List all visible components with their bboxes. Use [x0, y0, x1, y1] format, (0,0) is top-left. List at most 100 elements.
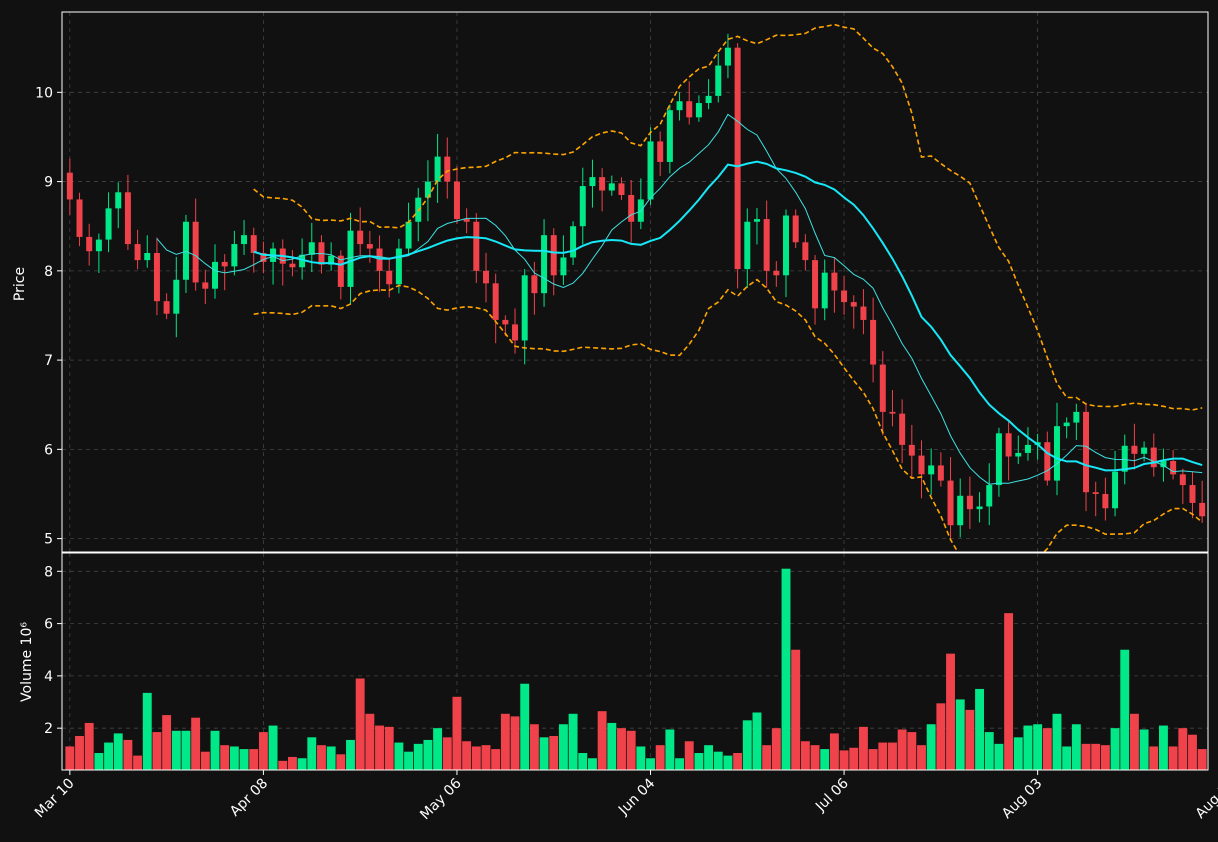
volume-bar	[200, 751, 210, 770]
candle-body	[1112, 471, 1119, 509]
candle-body	[115, 192, 122, 209]
candle-body	[860, 306, 867, 320]
candle-body	[444, 156, 451, 182]
volume-bar	[375, 725, 384, 770]
volume-bar	[1052, 713, 1062, 770]
candle-body	[512, 324, 519, 341]
volume-bar	[1158, 725, 1168, 770]
volume-bar	[558, 724, 568, 770]
volume-bar	[1129, 713, 1139, 770]
candle-body	[618, 183, 625, 195]
candle-body	[1131, 445, 1138, 454]
volume-bar	[394, 742, 404, 770]
candle-body	[802, 242, 809, 261]
candle-body	[95, 239, 102, 252]
volume-bar	[733, 753, 743, 770]
candle-body	[289, 263, 296, 268]
candle-body	[182, 221, 189, 280]
candle-body	[841, 290, 848, 303]
candle-body	[783, 215, 790, 276]
candle-body	[753, 219, 760, 222]
volume-bar	[994, 743, 1004, 770]
volume-bar	[810, 745, 820, 770]
candle-body	[947, 480, 954, 526]
volume-bar	[413, 743, 423, 770]
candle-body	[744, 221, 751, 270]
volume-bar	[452, 696, 462, 770]
candle-body	[405, 221, 412, 249]
candle-body	[715, 65, 722, 96]
ma-short-line	[156, 113, 1203, 485]
candle-body	[1092, 492, 1099, 494]
candle-body	[192, 221, 199, 283]
volume-bar	[75, 736, 84, 770]
volume-bar	[762, 745, 772, 770]
candle-body	[773, 270, 780, 276]
price-panel-frame	[61, 11, 1209, 553]
volume-bar	[297, 758, 307, 770]
candle-body	[792, 215, 799, 243]
candle-body	[153, 252, 160, 302]
volume-bar	[442, 737, 452, 770]
candle-body	[1015, 452, 1022, 457]
candle-body	[308, 242, 315, 255]
candle-body	[76, 199, 83, 237]
volume-bar	[946, 653, 955, 770]
candle-body	[105, 208, 112, 240]
volume-bar	[568, 713, 578, 770]
volume-bar	[800, 741, 810, 770]
volume-bar	[578, 753, 588, 770]
candle-body	[173, 279, 180, 314]
volume-bar	[326, 746, 336, 770]
candle-body	[1063, 422, 1070, 427]
candle-body	[66, 172, 73, 200]
candle-body	[908, 444, 915, 456]
candle-body	[1024, 444, 1031, 453]
volume-bar	[181, 730, 191, 770]
volume-bar	[723, 755, 733, 770]
volume-bar	[626, 730, 636, 770]
candle-body	[686, 101, 693, 118]
candle-body	[734, 47, 741, 270]
candle-body	[870, 319, 877, 365]
candle-body	[482, 270, 489, 284]
candle-body	[502, 319, 509, 325]
volume-bar	[839, 750, 849, 770]
candle-body	[879, 364, 886, 412]
volume-bar	[617, 728, 626, 770]
candle-body	[705, 95, 712, 104]
volume-bar	[829, 733, 839, 770]
price-tick-label: 9	[44, 175, 53, 191]
candle-body	[695, 103, 702, 118]
candle-body	[918, 455, 925, 475]
volume-bar	[684, 741, 694, 770]
candle-body	[1073, 411, 1080, 423]
volume-bar	[239, 749, 249, 770]
lower-band-line	[253, 278, 1203, 552]
volume-bar	[1004, 613, 1014, 770]
volume-bar	[1042, 728, 1052, 770]
candle-body	[124, 192, 131, 245]
volume-bar	[471, 746, 481, 770]
candle-body	[763, 219, 770, 271]
candle-body	[1179, 474, 1186, 486]
volume-panel-frame	[61, 552, 1209, 771]
volume-bar	[1197, 749, 1207, 770]
candle-body	[434, 156, 441, 182]
volume-bar	[926, 724, 936, 770]
volume-bar	[549, 736, 559, 770]
volume-bar	[965, 709, 975, 770]
candle-body	[966, 495, 973, 510]
candle-body	[386, 270, 393, 285]
candle-body	[986, 485, 993, 507]
volume-bar	[791, 649, 801, 770]
candle-body	[976, 506, 983, 510]
volume-bar	[65, 746, 75, 770]
volume-bar	[113, 733, 123, 770]
volume-bar	[152, 732, 162, 770]
volume-tick-label: 4	[44, 669, 53, 685]
volume-bar	[1023, 725, 1033, 770]
candle-body	[937, 465, 944, 481]
volume-bar	[123, 739, 133, 770]
volume-bar	[607, 722, 617, 770]
